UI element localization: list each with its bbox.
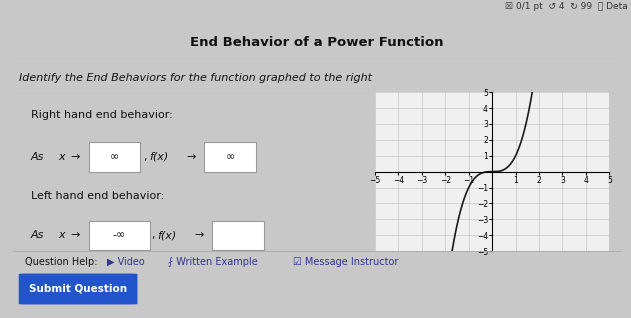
Text: →: → xyxy=(71,152,80,162)
FancyBboxPatch shape xyxy=(213,220,264,251)
Text: Question Help:: Question Help: xyxy=(25,257,97,266)
Text: Right hand end behavior:: Right hand end behavior: xyxy=(31,109,173,120)
Text: →: → xyxy=(194,231,203,240)
Text: Identify the End Behaviors for the function graphed to the right: Identify the End Behaviors for the funct… xyxy=(19,73,372,83)
Text: As: As xyxy=(31,152,44,162)
Text: ∞: ∞ xyxy=(226,152,235,162)
FancyBboxPatch shape xyxy=(89,220,150,251)
FancyBboxPatch shape xyxy=(204,142,256,172)
Text: Left hand end behavior:: Left hand end behavior: xyxy=(31,191,164,201)
FancyBboxPatch shape xyxy=(89,142,141,172)
Text: ▶ Video: ▶ Video xyxy=(107,257,144,266)
Text: ☒ 0/1 pt  ↺ 4  ↻ 99  ⓘ Deta: ☒ 0/1 pt ↺ 4 ↻ 99 ⓘ Deta xyxy=(505,2,628,10)
Text: ,: , xyxy=(143,152,147,162)
Text: -∞: -∞ xyxy=(112,231,126,240)
Text: ,: , xyxy=(151,231,155,240)
Text: ⨏ Written Example: ⨏ Written Example xyxy=(168,257,257,266)
Text: End Behavior of a Power Function: End Behavior of a Power Function xyxy=(191,36,444,49)
Text: Submit Question: Submit Question xyxy=(29,284,127,294)
Text: x: x xyxy=(58,231,65,240)
Text: As: As xyxy=(31,231,44,240)
Text: x: x xyxy=(58,152,65,162)
Text: ∞: ∞ xyxy=(110,152,119,162)
Text: ☑ Message Instructor: ☑ Message Instructor xyxy=(293,257,398,266)
Text: →: → xyxy=(71,231,80,240)
Text: f(x): f(x) xyxy=(150,152,169,162)
Text: f(x): f(x) xyxy=(158,231,177,240)
Text: →: → xyxy=(186,152,196,162)
FancyBboxPatch shape xyxy=(19,273,138,304)
